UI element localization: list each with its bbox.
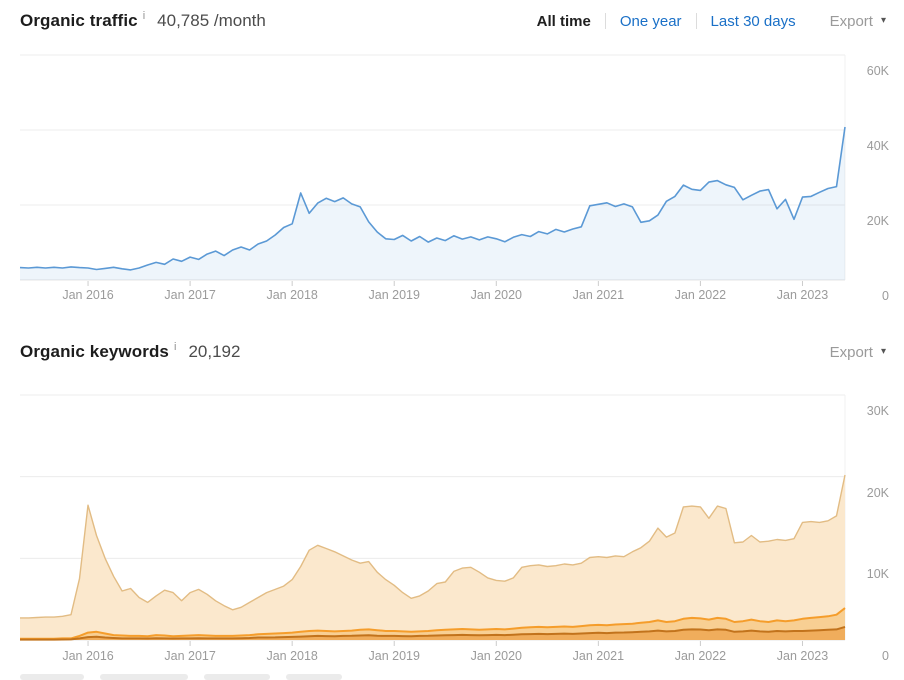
legend-cropped [20, 674, 84, 680]
keywords-band-low-line [20, 625, 846, 641]
organic-traffic-area [20, 127, 845, 280]
traffic-value-number: 40,785 [157, 11, 210, 30]
export-label: Export [829, 12, 873, 30]
chevron-down-icon: ▾ [880, 15, 886, 26]
tab-all-time[interactable]: All time [536, 12, 591, 30]
date-range-controls: All time One year Last 30 days Export ▾ [537, 13, 886, 30]
keywords-total-area [20, 475, 845, 640]
tab-separator [695, 13, 697, 29]
keywords-total-line [20, 474, 846, 619]
export-button[interactable]: Export ▾ [830, 344, 886, 361]
organic-traffic-header: Organic traffic i 40,785 /month All time… [20, 8, 886, 34]
organic-traffic-title: Organic traffic [20, 11, 138, 30]
organic-keywords-value: 20,192 [188, 342, 241, 361]
info-icon[interactable]: i [142, 10, 146, 22]
export-button[interactable]: Export ▾ [830, 13, 886, 30]
legend-cropped [204, 674, 270, 680]
legend-cropped [100, 674, 188, 680]
traffic-value-suffix: /month [213, 11, 266, 30]
keywords-band-mid-line [20, 607, 846, 640]
legend-cropped [286, 674, 342, 680]
organic-keywords-title: Organic keywords [20, 342, 169, 361]
export-label: Export [829, 343, 873, 361]
tab-separator [604, 13, 606, 29]
tab-last-30-days[interactable]: Last 30 days [710, 12, 796, 30]
tab-one-year[interactable]: One year [619, 12, 682, 30]
keywords-controls: Export ▾ [796, 344, 886, 361]
organic-traffic-line [19, 126, 846, 271]
chevron-down-icon: ▾ [880, 346, 886, 357]
organic-keywords-header: Organic keywords i 20,192 Export ▾ [20, 339, 886, 365]
keywords-band-low-area [20, 626, 845, 640]
organic-traffic-value: 40,785 /month [157, 11, 266, 31]
info-icon[interactable]: i [174, 341, 177, 353]
